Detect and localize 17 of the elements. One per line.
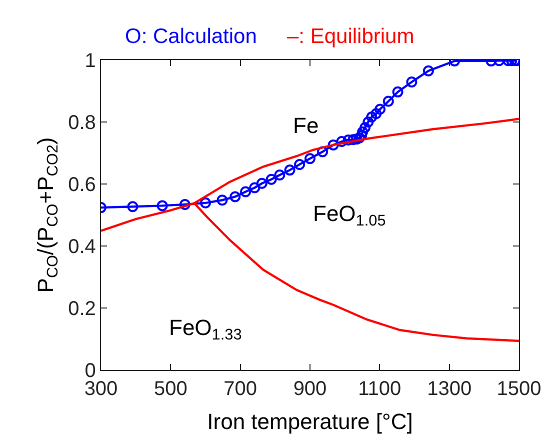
x-tick-label: 700 bbox=[224, 378, 258, 400]
y-tick-label: 1 bbox=[84, 50, 96, 72]
y-tick-label: 0.6 bbox=[68, 174, 96, 196]
annotation: FeO$_{1.05}$ bbox=[313, 201, 386, 230]
x-tick-label: 1100 bbox=[358, 378, 402, 400]
y-tick-label: 0.2 bbox=[68, 298, 96, 320]
x-tick-label: 500 bbox=[154, 378, 188, 400]
x-tick-label: 900 bbox=[293, 378, 327, 400]
y-tick-label: 0.4 bbox=[68, 236, 96, 258]
text: –: Equilibrium bbox=[287, 25, 414, 48]
y-tick-label: 0.8 bbox=[68, 112, 96, 134]
annotation: Fe bbox=[293, 113, 319, 138]
x-tick-label: 1500 bbox=[496, 378, 542, 400]
text: O: Calculation bbox=[125, 25, 257, 48]
annotation: FeO$_{1.33}$ bbox=[169, 315, 242, 344]
x-axis-title: Iron temperature [°C] bbox=[207, 409, 413, 434]
x-tick-label: 1300 bbox=[427, 378, 472, 400]
